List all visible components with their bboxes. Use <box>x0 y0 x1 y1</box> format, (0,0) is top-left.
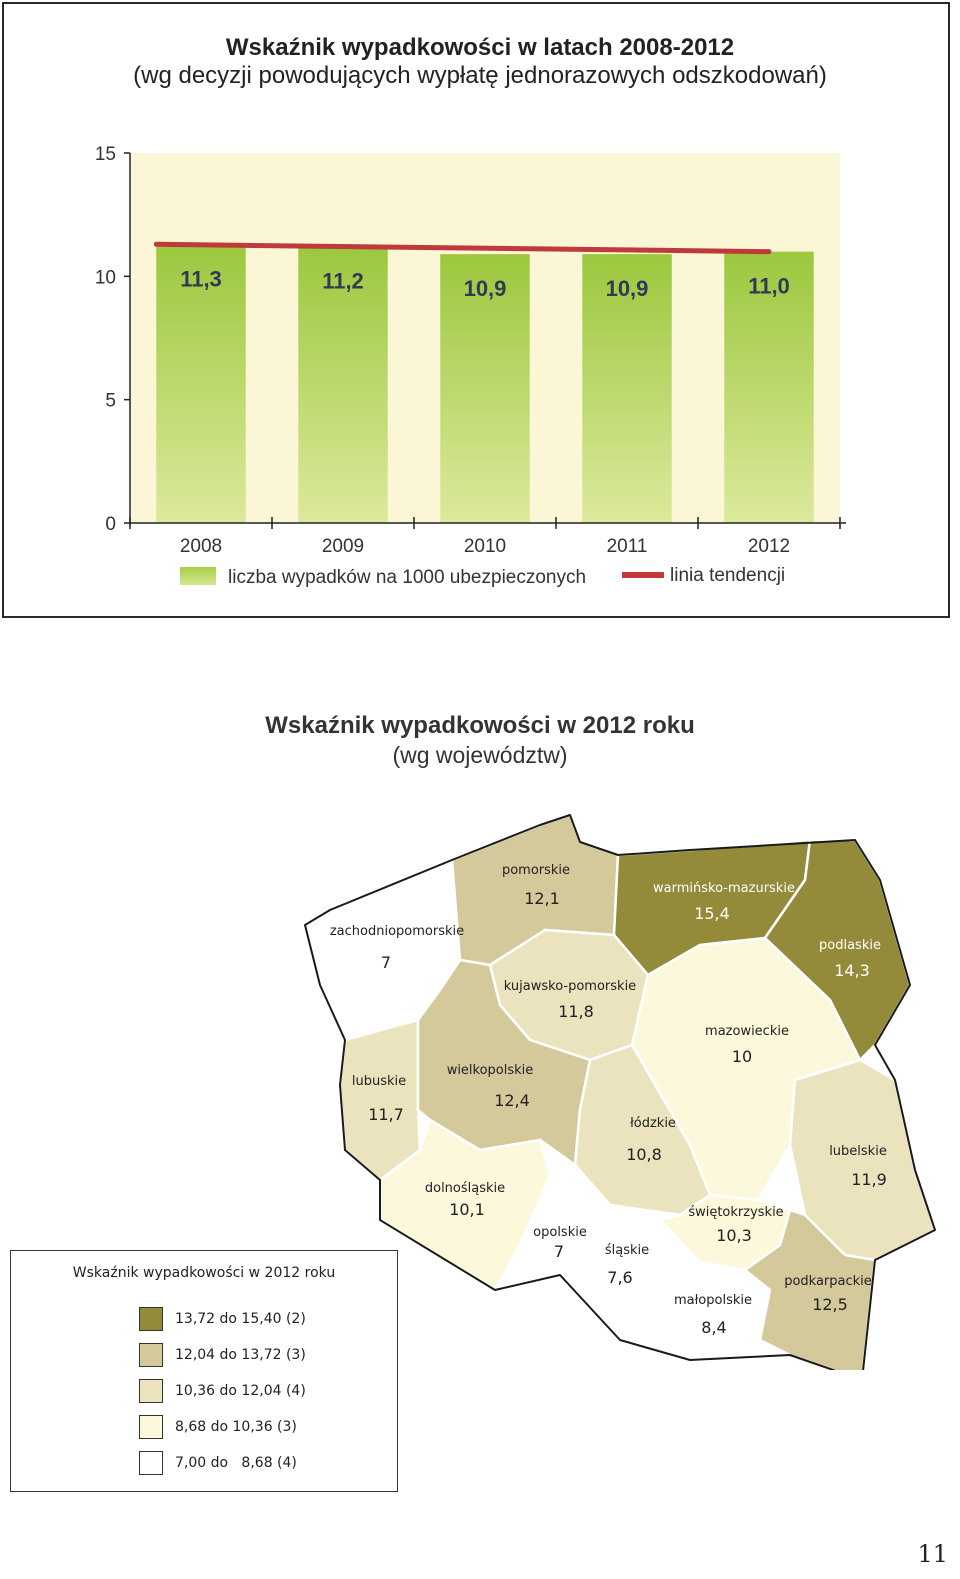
region-value-label: 10,8 <box>626 1145 662 1164</box>
x-tick-label: 2008 <box>180 536 222 557</box>
region-value-label: 7 <box>554 1242 564 1261</box>
bar <box>440 254 530 523</box>
region-name-label: kujawsko-pomorskie <box>504 979 636 994</box>
bar <box>156 244 246 523</box>
trend-line <box>153 241 772 255</box>
x-axis: 2008 2009 2010 2011 2012 <box>129 517 846 557</box>
legend-item: 10,36 do 12,04 (4) <box>139 1379 369 1405</box>
region-value-label: 12,4 <box>494 1091 530 1110</box>
region-value-label: 7,6 <box>607 1268 632 1287</box>
region-value-label: 10 <box>732 1047 752 1066</box>
chart-legend: liczba wypadków na 1000 ubezpieczonych l… <box>180 565 785 588</box>
country-border <box>304 814 936 1370</box>
x-tick-label: 2012 <box>748 536 790 557</box>
chart-title: Wskaźnik wypadkowości w latach 2008-2012 <box>225 34 735 61</box>
bar <box>582 254 672 523</box>
region-malopolskie <box>618 1218 772 1362</box>
bar-value-label: 11,2 <box>322 269 364 294</box>
x-tick-label: 2009 <box>322 536 364 557</box>
region-name-label: łódzkie <box>630 1116 676 1131</box>
region-name-label: wielkopolskie <box>447 1063 534 1078</box>
legend-label: 10,36 do 12,04 (4) <box>175 1383 306 1399</box>
bar-value-label: 11,0 <box>748 274 790 299</box>
map-legend: Wskaźnik wypadkowości w 2012 roku 13,72 … <box>10 1250 398 1492</box>
region-name-label: małopolskie <box>674 1293 752 1308</box>
region-value-label: 10,3 <box>716 1226 752 1245</box>
region-name-label: świętokrzyskie <box>688 1205 783 1220</box>
region-value-label: 12,5 <box>812 1295 848 1314</box>
y-tick-label: 0 <box>105 514 116 535</box>
region-value-label: 11,9 <box>851 1170 887 1189</box>
legend-label: 7,00 do 8,68 (4) <box>175 1455 297 1471</box>
legend-label-trend: linia tendencji <box>670 565 785 586</box>
region-name-label: śląskie <box>605 1243 649 1258</box>
bar <box>298 246 388 523</box>
y-axis: 0 5 10 15 <box>95 144 131 535</box>
bar <box>724 251 814 523</box>
region-name-label: podkarpackie <box>784 1274 872 1289</box>
region-name-label: dolnośląskie <box>425 1181 505 1196</box>
region-name-label: podlaskie <box>819 938 881 953</box>
bar-value-label: 10,9 <box>606 276 649 301</box>
legend-swatch <box>139 1307 163 1331</box>
map-labels: zachodniopomorskie 7 pomorskie 12,1 warmińsk… <box>330 863 887 1337</box>
region-value-label: 7 <box>381 953 391 972</box>
x-tick-label: 2010 <box>464 536 506 557</box>
legend-item: 12,04 do 13,72 (3) <box>139 1343 369 1369</box>
region-value-label: 10,1 <box>449 1200 485 1219</box>
region-name-label: warmińsko-mazurskie <box>653 881 795 896</box>
map-subtitle: (wg województw) <box>392 742 568 768</box>
page-number: 11 <box>917 1540 948 1568</box>
legend-item: 7,00 do 8,68 (4) <box>139 1451 369 1477</box>
region-name-label: lubuskie <box>352 1074 406 1089</box>
legend-label: 8,68 do 10,36 (3) <box>175 1419 297 1435</box>
y-tick-label: 5 <box>105 391 116 412</box>
region-name-label: lubelskie <box>829 1144 887 1159</box>
y-tick-label: 10 <box>95 267 116 288</box>
legend-swatch <box>139 1343 163 1367</box>
y-tick-label: 15 <box>95 144 116 165</box>
region-value-label: 11,7 <box>368 1105 404 1124</box>
map-title: Wskaźnik wypadkowości w 2012 roku <box>265 712 695 739</box>
legend-swatch-trend <box>622 572 664 578</box>
bar-value-label: 11,3 <box>180 266 222 291</box>
region-name-label: opolskie <box>533 1225 587 1240</box>
legend-swatch <box>139 1451 163 1475</box>
region-value-label: 15,4 <box>694 904 730 923</box>
legend-label-bars: liczba wypadków na 1000 ubezpieczonych <box>228 567 586 588</box>
region-value-label: 14,3 <box>834 961 870 980</box>
legend-label: 13,72 do 15,40 (2) <box>175 1311 306 1327</box>
bar-value-label: 10,9 <box>464 276 507 301</box>
bars-group: 11,3 11,2 10,9 10,9 11,0 <box>156 244 814 523</box>
region-value-label: 12,1 <box>524 889 560 908</box>
x-tick-label: 2011 <box>607 536 648 557</box>
voivodeship-map: zachodniopomorskie 7 pomorskie 12,1 warmińsk… <box>303 813 937 1370</box>
legend-title: Wskaźnik wypadkowości w 2012 roku <box>72 1265 336 1281</box>
region-value-label: 11,8 <box>558 1002 594 1021</box>
trend-line-group <box>153 241 772 255</box>
legend-swatch <box>139 1415 163 1439</box>
region-name-label: pomorskie <box>502 863 570 878</box>
bar-chart: 0 5 10 15 11,3 11,2 10,9 10,9 11,0 2008 2009 2010… <box>95 144 846 588</box>
chart-subtitle: (wg decyzji powodujących wypłatę jednora… <box>133 62 827 89</box>
legend-item: 13,72 do 15,40 (2) <box>139 1307 369 1333</box>
legend-swatch <box>139 1379 163 1403</box>
region-name-label: mazowieckie <box>705 1024 789 1039</box>
legend-swatch-bars <box>180 567 216 585</box>
region-name-label: zachodniopomorskie <box>330 924 464 939</box>
region-value-label: 8,4 <box>701 1318 726 1337</box>
legend-item: 8,68 do 10,36 (3) <box>139 1415 369 1441</box>
legend-label: 12,04 do 13,72 (3) <box>175 1347 306 1363</box>
